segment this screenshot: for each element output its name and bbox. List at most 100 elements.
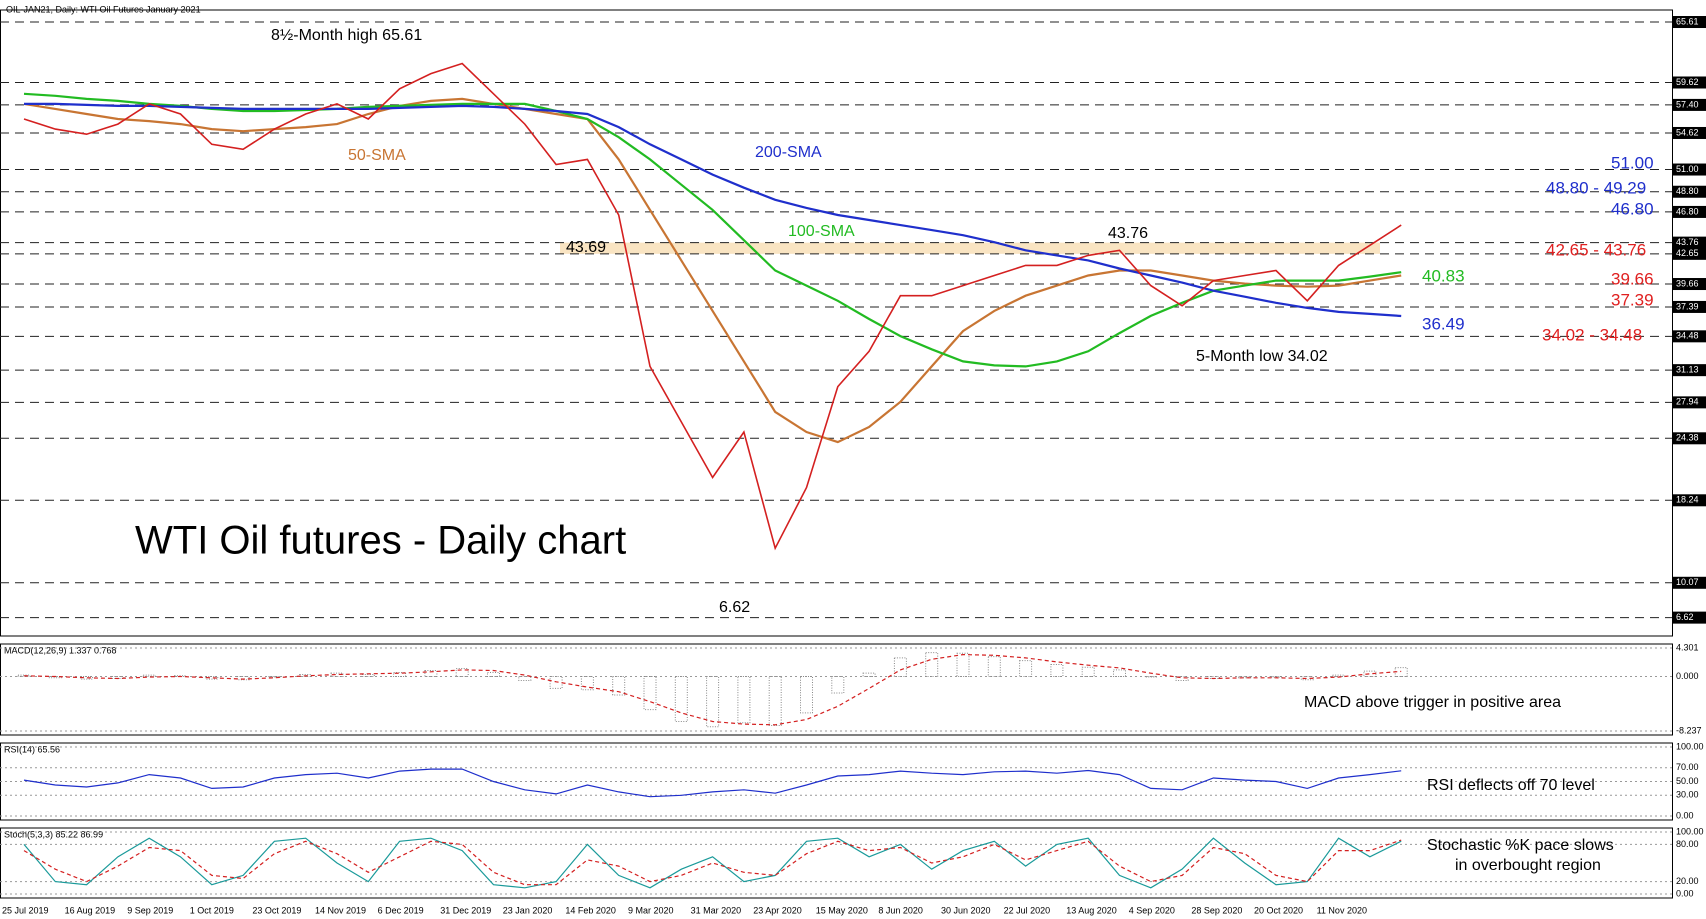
histogram-bar (267, 675, 281, 678)
series-line (23, 768, 1402, 798)
series-line (23, 92, 1402, 368)
x-tick-label: 15 May 2020 (816, 905, 868, 915)
y-tick-label: 50.00 (1676, 776, 1699, 786)
histogram-bar (518, 675, 532, 681)
annotation: 100-SMA (788, 223, 855, 240)
y-tick-label: 30.00 (1676, 790, 1699, 800)
annotation: 43.76 (1108, 225, 1148, 242)
annotation: 42.65 - 43.76 (1546, 240, 1646, 259)
series-line (23, 837, 1402, 889)
y-tick-box (1673, 300, 1706, 313)
panel-frame (0, 643, 1673, 736)
annotation: 36.49 (1422, 314, 1465, 333)
y-tick-label: 100.00 (1676, 826, 1704, 836)
panel-note: RSI deflects off 70 level (1427, 777, 1595, 794)
panel-label: RSI(14) 65.56 (4, 744, 60, 754)
histogram-bar (1394, 667, 1408, 677)
y-tick-box (1673, 364, 1706, 377)
y-tick-label: 59.62 (1676, 77, 1699, 87)
histogram-bar (862, 672, 876, 677)
x-tick-label: 9 Sep 2019 (127, 905, 173, 915)
x-tick-label: 25 Jul 2019 (2, 905, 49, 915)
y-tick-box (1673, 16, 1706, 29)
y-tick-box (1673, 205, 1706, 218)
y-tick-label: 27.94 (1676, 397, 1699, 407)
x-tick-label: 16 Aug 2019 (65, 905, 116, 915)
y-tick-label: 65.61 (1676, 16, 1699, 26)
y-tick-label: 46.80 (1676, 206, 1699, 216)
histogram-bar (1144, 675, 1158, 678)
histogram-bar (800, 675, 813, 714)
x-tick-label: 23 Oct 2019 (252, 905, 301, 915)
histogram-bar (987, 656, 1001, 677)
histogram-bar (1206, 675, 1220, 679)
x-tick-label: 20 Oct 2020 (1254, 905, 1303, 915)
panel-label: Stoch(5,3,3) 85.22 86.99 (4, 829, 103, 839)
annotation: 6.62 (719, 599, 750, 616)
y-tick-label: 10.07 (1676, 577, 1699, 587)
annotation: 48.80 - 49.29 (1546, 178, 1646, 197)
x-tick-label: 6 Dec 2019 (378, 905, 424, 915)
annotation: 40.83 (1422, 266, 1465, 285)
y-tick-box (1673, 494, 1706, 507)
histogram-bar (487, 672, 500, 677)
x-tick-label: 28 Sep 2020 (1191, 905, 1242, 915)
y-tick-label: 39.66 (1676, 278, 1699, 288)
x-tick-label: 14 Nov 2019 (315, 905, 366, 915)
x-tick-label: 4 Sep 2020 (1129, 905, 1175, 915)
x-tick-label: 31 Mar 2020 (691, 905, 742, 915)
histogram-bar (643, 675, 657, 711)
annotation: 5-Month low 34.02 (1196, 348, 1328, 365)
y-tick-label: 0.000 (1676, 671, 1699, 681)
y-tick-label: 24.38 (1676, 433, 1699, 443)
series-line (23, 97, 1402, 444)
y-tick-box (1673, 611, 1706, 624)
x-tick-label: 22 Jul 2020 (1004, 905, 1051, 915)
y-tick-label: 100.00 (1676, 741, 1704, 751)
annotation: 34.02 - 34.48 (1542, 325, 1642, 344)
y-tick-label: 37.39 (1676, 301, 1699, 311)
panel-note: MACD above trigger in positive area (1304, 694, 1561, 711)
x-tick-label: 9 Mar 2020 (628, 905, 674, 915)
histogram-bar (1269, 675, 1283, 678)
histogram-bar (925, 652, 939, 677)
y-tick-box (1673, 185, 1706, 198)
histogram-bar (236, 675, 250, 681)
histogram-bar (1113, 669, 1126, 677)
y-tick-box (1673, 126, 1706, 139)
chart-header: OIL-JAN21, Daily: WTI Oil Futures Januar… (6, 4, 201, 14)
y-tick-label: 0.00 (1676, 888, 1694, 898)
x-tick-label: 13 Aug 2020 (1066, 905, 1117, 915)
panel-note: Stochastic %K pace slows (1427, 837, 1614, 854)
annotation: 39.66 (1611, 269, 1654, 288)
histogram-bar (831, 675, 845, 694)
panel-frame (0, 9, 1673, 637)
histogram-bar (1238, 675, 1252, 679)
y-tick-label: 20.00 (1676, 876, 1699, 886)
annotation: WTI Oil futures - Daily chart (135, 519, 626, 563)
annotation: 8½-Month high 65.61 (271, 27, 422, 44)
histogram-bar (1019, 660, 1033, 677)
histogram-bar (1300, 675, 1314, 681)
histogram-bar (1332, 674, 1346, 677)
histogram-bar (111, 675, 125, 679)
y-tick-box (1673, 98, 1706, 111)
x-tick-label: 23 Apr 2020 (753, 905, 802, 915)
annotation: 46.80 (1611, 199, 1654, 218)
histogram-bar (706, 675, 720, 728)
histogram-bar (1050, 664, 1064, 677)
annotation: 51.00 (1611, 153, 1654, 172)
x-tick-label: 1 Oct 2019 (190, 905, 234, 915)
x-tick-label: 11 Nov 2020 (1317, 905, 1367, 915)
x-tick-label: 8 Jun 2020 (878, 905, 923, 915)
series-line (24, 102, 1402, 318)
y-tick-box (1673, 278, 1706, 291)
y-tick-box (1673, 330, 1706, 343)
histogram-bar (580, 675, 594, 691)
y-tick-box (1673, 247, 1706, 260)
y-tick-box (1673, 396, 1706, 409)
histogram-bar (205, 675, 219, 680)
resistance-zone (560, 242, 1380, 254)
histogram-bar (737, 675, 751, 724)
